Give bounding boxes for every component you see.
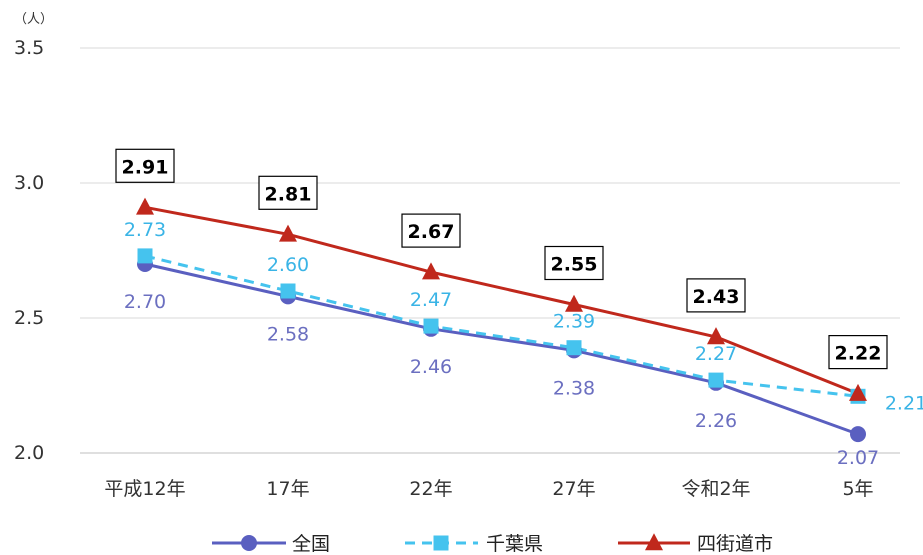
legend-item-chiba: 千葉県	[405, 533, 543, 555]
x-tick-label: 17年	[266, 478, 309, 500]
data-label-text: 2.43	[693, 286, 740, 308]
y-tick-label: 2.5	[14, 307, 44, 329]
data-point-yotsukaido	[422, 262, 440, 280]
legend: 全国 千葉県 四街道市	[212, 533, 773, 555]
data-label-text: 2.67	[408, 221, 455, 243]
data-label-chiba: 2.47	[410, 289, 452, 311]
data-label-yotsukaido: 2.55	[544, 245, 604, 281]
data-label-chiba: 2.21	[885, 392, 923, 414]
x-tick-label: 22年	[409, 478, 452, 500]
data-point-zenkoku	[850, 426, 866, 443]
data-label-chiba: 2.27	[695, 343, 737, 365]
data-point-yotsukaido	[136, 197, 154, 215]
data-label-zenkoku: 2.70	[124, 291, 166, 313]
grid-lines	[80, 47, 900, 454]
data-label-chiba: 2.39	[553, 311, 595, 333]
data-point-yotsukaido	[849, 383, 867, 401]
y-tick-label: 2.0	[14, 442, 44, 464]
data-point-chiba	[708, 372, 724, 388]
data-label-zenkoku: 2.07	[837, 447, 879, 469]
x-tick-label: 27年	[552, 478, 595, 500]
data-point-yotsukaido	[707, 327, 725, 345]
data-point-yotsukaido	[565, 294, 583, 312]
legend-item-zenkoku: 全国	[212, 533, 330, 555]
data-label-text: 2.55	[551, 254, 598, 276]
data-label-yotsukaido: 2.67	[401, 213, 461, 248]
legend-item-yotsukaido: 四街道市	[618, 533, 773, 555]
data-label-yotsukaido: 2.81	[258, 175, 318, 210]
x-axis-ticks: 平成12年 17年 22年 27年 令和2年 5年	[104, 478, 873, 500]
data-label-chiba: 2.60	[267, 254, 309, 276]
legend-marker-triangle	[645, 533, 663, 551]
data-label-yotsukaido: 2.43	[686, 278, 746, 313]
legend-marker-square	[433, 535, 449, 551]
x-tick-label: 平成12年	[104, 478, 185, 500]
data-label-box	[686, 278, 746, 313]
data-point-chiba	[423, 318, 439, 334]
data-label-yotsukaido: 2.91	[115, 148, 175, 183]
data-label-zenkoku: 2.58	[267, 323, 309, 345]
data-point-yotsukaido	[279, 224, 297, 242]
data-label-box	[401, 213, 461, 248]
series-line-chiba	[144, 254, 859, 398]
data-label-chiba: 2.73	[124, 219, 166, 241]
data-label-box	[258, 175, 318, 210]
y-tick-label: 3.5	[14, 37, 44, 59]
data-label-zenkoku: 2.38	[553, 377, 595, 399]
y-axis-ticks: 2.0 2.5 3.0 3.5	[14, 37, 44, 464]
data-label-text: 2.81	[265, 183, 312, 205]
data-labels: 2.70 2.58 2.46 2.38 2.26 2.07 2.73 2.60 2.47 2.39…	[115, 148, 923, 469]
data-label-text: 2.91	[122, 156, 169, 178]
data-point-chiba	[566, 340, 582, 356]
data-point-chiba	[280, 283, 296, 299]
data-label-box	[115, 148, 175, 183]
data-label-zenkoku: 2.26	[695, 410, 737, 432]
series-layer	[136, 197, 867, 443]
data-label-yotsukaido: 2.22	[828, 335, 888, 370]
data-label-box	[828, 335, 888, 370]
x-tick-label: 令和2年	[681, 478, 750, 500]
legend-label: 全国	[292, 533, 330, 555]
series-line-zenkoku	[144, 262, 859, 436]
data-point-chiba	[137, 248, 153, 264]
legend-marker-circle	[241, 535, 257, 551]
y-tick-label: 3.0	[14, 172, 44, 194]
series-line-yotsukaido	[144, 205, 859, 395]
y-unit-label: （人）	[14, 12, 53, 27]
data-label-box	[544, 245, 604, 281]
data-label-zenkoku: 2.46	[410, 356, 452, 378]
legend-label: 四街道市	[697, 533, 773, 555]
data-label-text: 2.22	[835, 343, 882, 365]
legend-label: 千葉県	[486, 533, 543, 555]
x-tick-label: 5年	[842, 478, 873, 500]
